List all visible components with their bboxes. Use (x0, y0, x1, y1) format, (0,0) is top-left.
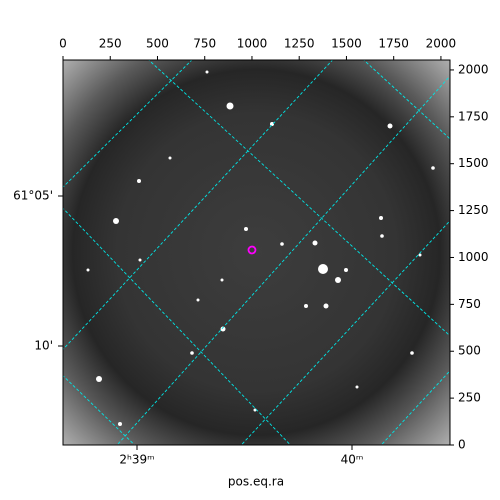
sky-image (63, 60, 450, 445)
star (410, 351, 414, 355)
star (137, 179, 141, 183)
y-tick-label: 1500 (458, 156, 489, 170)
ra-tick-label: 40ᵐ (341, 453, 364, 467)
star (253, 408, 257, 412)
x-tick-label: 1750 (378, 37, 409, 51)
star (118, 422, 122, 426)
star (86, 268, 90, 272)
star (312, 240, 318, 246)
grid-line (116, 75, 450, 445)
stars (86, 70, 435, 426)
star (380, 234, 384, 238)
y-tick-label: 1000 (458, 250, 489, 264)
ra-tick-label: 2ʰ39ᵐ (119, 453, 154, 467)
x-axis-label: pos.eq.ra (228, 475, 284, 489)
star (379, 216, 383, 220)
y-tick-label: 750 (458, 297, 481, 311)
grid-line (380, 370, 450, 445)
x-tick-label: 250 (99, 37, 122, 51)
star (168, 156, 172, 160)
star (220, 326, 226, 332)
star (344, 268, 348, 272)
star (244, 227, 248, 231)
star (96, 376, 102, 382)
x-tick-label: 1000 (237, 37, 268, 51)
y-tick-label: 500 (458, 344, 481, 358)
star (323, 303, 329, 309)
star (318, 264, 328, 274)
y-tick-label: 0 (458, 438, 466, 452)
star (220, 278, 224, 282)
grid-line (63, 207, 292, 445)
star (196, 298, 200, 302)
plot-frame (62, 59, 451, 446)
y-tick-label: 1250 (458, 203, 489, 217)
star (335, 277, 341, 283)
x-tick-label: 1250 (284, 37, 315, 51)
x-tick-label: 750 (193, 37, 216, 51)
star (355, 385, 359, 389)
x-tick-label: 500 (146, 37, 169, 51)
star (205, 70, 209, 74)
grid-line (240, 220, 450, 445)
star (270, 122, 274, 126)
star (226, 102, 234, 110)
target-marker (247, 245, 257, 255)
star (304, 304, 308, 308)
dec-tick-label: 10' (34, 339, 53, 353)
star (418, 253, 422, 257)
y-tick-label: 2000 (458, 62, 489, 76)
x-tick-label: 0 (59, 37, 67, 51)
coordinate-grid (63, 60, 450, 445)
x-tick-label: 2000 (426, 37, 457, 51)
star (138, 258, 142, 262)
grid-line (63, 375, 136, 445)
star (280, 242, 284, 246)
grid-line (63, 60, 193, 188)
grid-line (148, 60, 450, 337)
star (190, 351, 194, 355)
x-tick-label: 1500 (331, 37, 362, 51)
y-tick-label: 250 (458, 391, 481, 405)
dec-tick-label: 61°05' (13, 189, 53, 203)
star (387, 123, 393, 129)
y-tick-label: 1750 (458, 109, 489, 123)
wcs-ticks (58, 195, 353, 450)
star (431, 166, 435, 170)
star (113, 218, 119, 224)
grid-line (363, 60, 450, 140)
